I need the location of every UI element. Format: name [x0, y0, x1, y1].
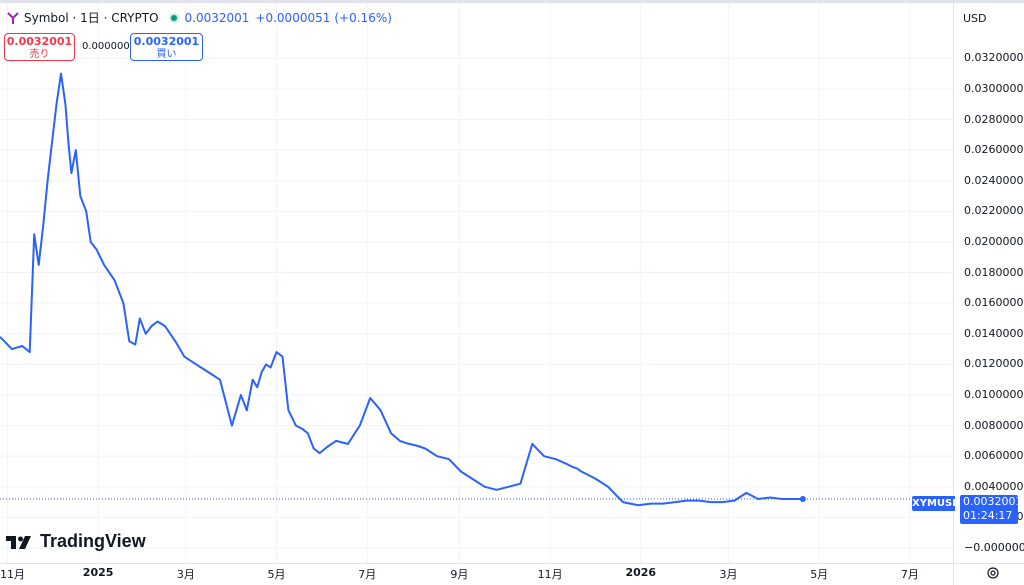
time-tick-label: 11月 — [537, 568, 563, 581]
legend-change-percent: (+0.16%) — [334, 10, 392, 25]
time-tick-label: 3月 — [719, 568, 738, 581]
sell-label: 売り — [29, 49, 50, 60]
bar-countdown: 01:24:17 — [963, 509, 1013, 522]
time-tick-label: 2025 — [82, 566, 114, 579]
price-tick-label: 0.0240000 — [964, 173, 1024, 187]
price-tick-label: 0.0300000 — [964, 81, 1024, 95]
price-tick-label: 0.0320000 — [964, 51, 1024, 65]
currency-selector[interactable]: USD — [963, 12, 987, 25]
buy-value: 0.0032001 — [133, 35, 200, 48]
buy-label: 買い — [156, 49, 177, 60]
price-tick-label: 0.0120000 — [964, 357, 1024, 371]
time-tick-label: 7月 — [358, 568, 377, 581]
price-tick-label: 0.0080000 — [964, 418, 1024, 432]
price-tick-label: 0.0200000 — [964, 234, 1024, 248]
price-tick-label: 0.0140000 — [964, 326, 1024, 340]
spread-value: 0.0000000 — [82, 41, 137, 52]
price-axis[interactable] — [953, 3, 1024, 563]
time-axis[interactable] — [0, 563, 953, 585]
price-tick-label: 0.0280000 — [964, 112, 1024, 126]
brand-name: TradingView — [40, 531, 146, 551]
time-tick-label: 3月 — [176, 568, 195, 581]
price-tick-label: −0.0000000 — [964, 541, 1024, 554]
sell-value: 0.0032001 — [6, 35, 73, 48]
symbol-logo-icon — [7, 11, 19, 24]
time-tick-label: 11月 — [0, 568, 25, 581]
sell-button[interactable]: 0.0032001 売り — [4, 33, 75, 61]
top-divider — [0, 0, 1024, 3]
price-tick-label: 0.0220000 — [964, 204, 1024, 218]
buy-button[interactable]: 0.0032001 買い — [130, 33, 203, 61]
time-tick-label: 9月 — [450, 568, 469, 581]
market-status-icon — [168, 12, 179, 23]
time-tick-label: 2026 — [625, 566, 657, 579]
price-chart[interactable] — [0, 3, 953, 563]
last-price-point — [799, 496, 806, 503]
time-tick-label: 5月 — [810, 568, 829, 581]
price-tick-label: 0.0100000 — [964, 387, 1024, 401]
legend-price: 0.0032001 — [184, 10, 250, 25]
tradingview-logo-icon — [6, 535, 31, 549]
price-series-line[interactable] — [0, 72, 803, 507]
price-tick-label: 0.0180000 — [964, 265, 1024, 279]
last-price-value: 0.0032001 — [963, 495, 1023, 508]
tradingview-logo[interactable]: TradingView — [6, 531, 146, 552]
time-tick-label: 7月 — [900, 568, 919, 581]
price-tick-label: 0.0160000 — [964, 296, 1024, 310]
legend-change: +0.0000051 — [255, 10, 331, 25]
time-tick-label: 5月 — [267, 568, 286, 581]
symbol-price-label: XYMUSD — [912, 496, 961, 511]
symbol-legend[interactable]: Symbol · 1日 · CRYPTO 0.0032001 +0.000005… — [6, 9, 392, 26]
axis-corner — [953, 563, 1024, 585]
settings-gear-icon[interactable] — [986, 566, 1000, 580]
plot-area[interactable] — [0, 3, 953, 563]
symbol-title[interactable]: Symbol · 1日 · CRYPTO — [24, 11, 159, 25]
last-price-label: 0.0032001 01:24:17 — [960, 495, 1023, 524]
price-tick-label: 0.0040000 — [964, 479, 1024, 493]
price-tick-label: 0.0060000 — [964, 449, 1024, 463]
price-tick-label: 0.0260000 — [964, 143, 1024, 157]
